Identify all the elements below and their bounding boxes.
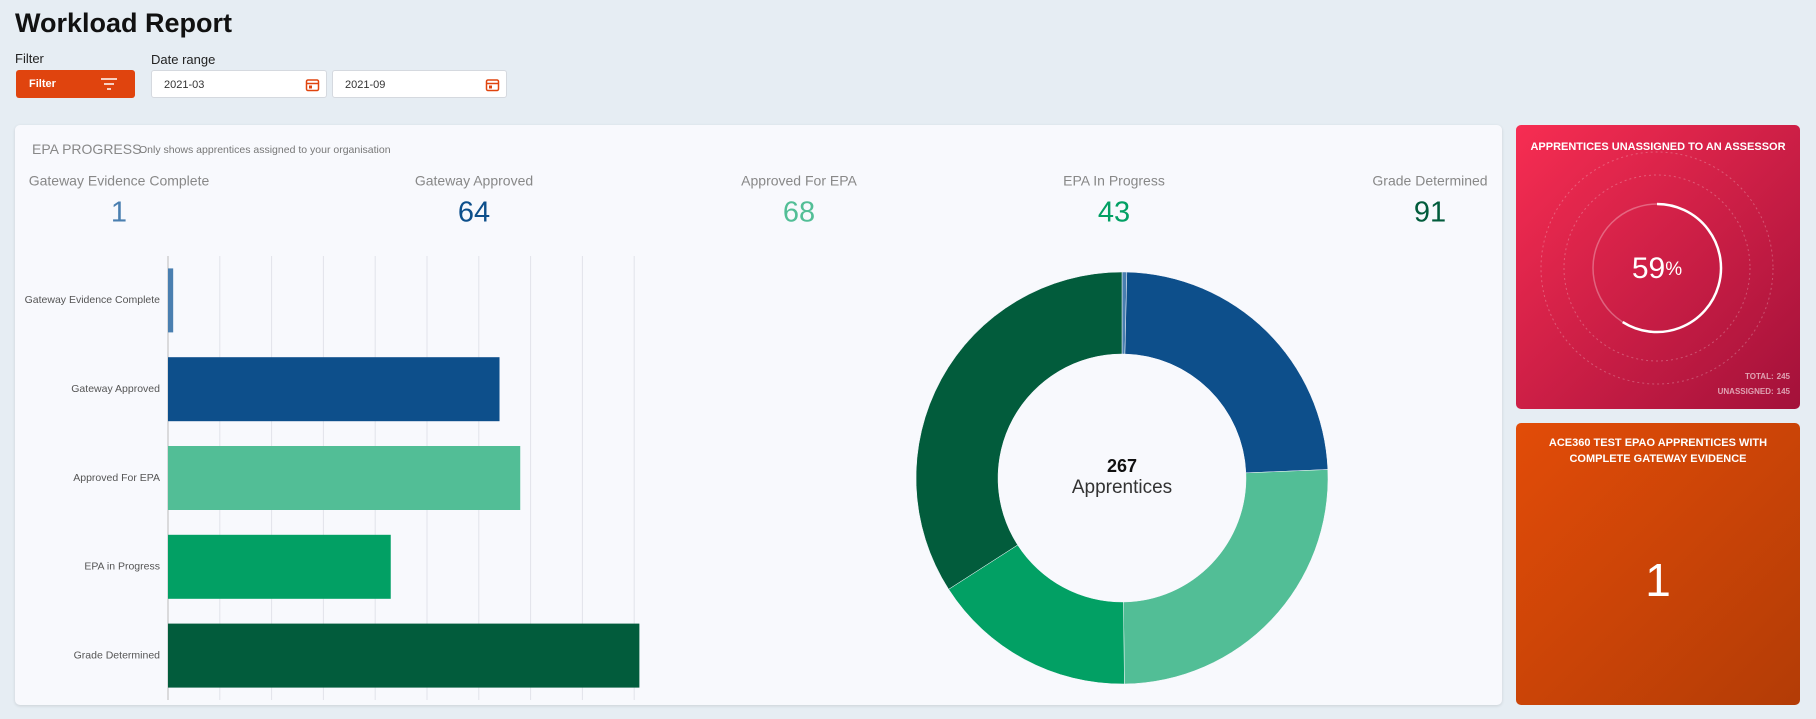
stat-value: 64 — [458, 197, 490, 229]
card-value: 1 — [1645, 554, 1671, 606]
bar — [168, 534, 391, 599]
filter-button-text: Filter — [29, 78, 56, 90]
date-to: 2021-09 — [345, 79, 386, 91]
stat-value: 91 — [1414, 197, 1446, 229]
percent-unit: % — [1665, 259, 1682, 280]
y-tick-label: Gateway Approved — [71, 383, 160, 395]
donut-slice — [1123, 469, 1329, 685]
y-tick-label: Gateway Evidence Complete — [25, 294, 161, 306]
card-title: APPRENTICES UNASSIGNED TO AN ASSESSOR — [1530, 141, 1786, 153]
y-tick-label: EPA in Progress — [84, 561, 160, 573]
bar — [168, 623, 640, 688]
percent: 59 — [1632, 252, 1665, 285]
unassigned-value: 145 — [1777, 387, 1791, 396]
stat-label: Gateway Evidence Complete — [29, 173, 210, 189]
total: TOTAL: 245 — [1745, 372, 1790, 381]
panel-title: EPA PROGRESS — [32, 141, 142, 157]
bar — [168, 268, 174, 333]
unassigned-label: UNASSIGNED: — [1718, 387, 1774, 396]
date-to-input[interactable]: 2021-09 — [332, 70, 507, 98]
donut-label: Apprentices — [1072, 477, 1172, 498]
gauge: 59% TOTAL: 245 UNASSIGNED: 145 — [1540, 151, 1791, 396]
y-tick-label: Grade Determined — [74, 649, 161, 661]
donut-slice — [915, 271, 1123, 590]
total-value: 245 — [1777, 372, 1791, 381]
gauge-value: 59% — [1632, 252, 1682, 285]
filter-label: Filter — [15, 51, 44, 66]
total-label: TOTAL: — [1745, 372, 1774, 381]
donut-total: 267 — [1107, 456, 1137, 476]
gauge-ring — [1540, 151, 1774, 385]
date-range-label: Date range — [151, 52, 216, 67]
gauge-ring — [1563, 174, 1751, 362]
stat-label: Gateway Approved — [415, 173, 533, 189]
bar — [168, 357, 500, 422]
page-title: Workload Report — [15, 8, 233, 38]
date-from-input[interactable]: 2021-03 — [151, 70, 327, 98]
donut-slice — [1124, 271, 1329, 474]
calendar-icon — [305, 79, 320, 92]
card-title: ACE360 TEST EPAO APPRENTICES WITH COMPLE… — [1548, 437, 1768, 465]
bar — [168, 446, 521, 510]
date-from: 2021-03 — [164, 79, 205, 91]
filter-button[interactable]: Filter — [16, 70, 135, 98]
stat-value: 1 — [111, 197, 127, 229]
y-tick-label: Approved For EPA — [73, 472, 160, 484]
stat-label: EPA In Progress — [1063, 173, 1165, 189]
stat-label: Approved For EPA — [741, 173, 857, 189]
unassigned-card: APPRENTICES UNASSIGNED TO AN ASSESSOR — [1516, 125, 1800, 409]
stat-label: Grade Determined — [1372, 173, 1487, 189]
filter-icon — [101, 78, 117, 90]
stat-value: 43 — [1098, 197, 1130, 229]
panel-subtitle: Only shows apprentices assigned to your … — [139, 144, 391, 156]
gauge-arc — [1622, 202, 1723, 334]
unassigned: UNASSIGNED: 145 — [1718, 387, 1791, 396]
stat-value: 68 — [783, 197, 815, 229]
gateway-card: ACE360 TEST EPAO APPRENTICES WITH COMPLE… — [1516, 423, 1800, 705]
calendar-icon — [485, 79, 500, 92]
